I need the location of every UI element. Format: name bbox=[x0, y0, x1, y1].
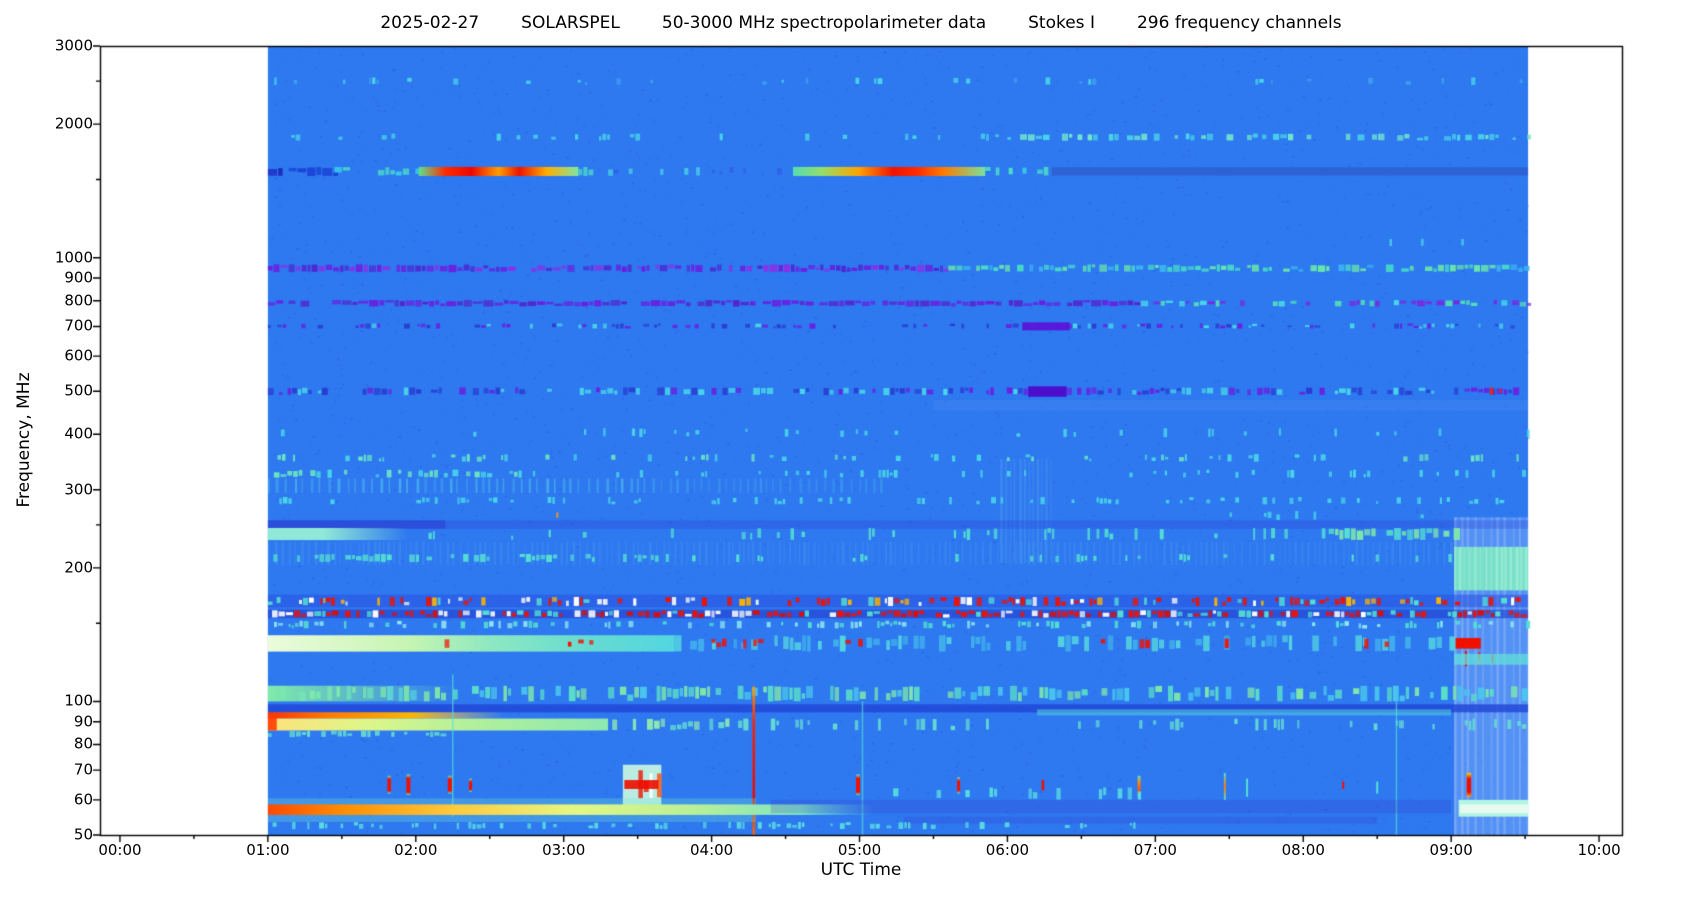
title-date: 2025-02-27 bbox=[380, 13, 480, 33]
title-description: 50-3000 MHz spectropolarimeter data bbox=[661, 13, 987, 33]
x-tick-label: 07:00 bbox=[1133, 841, 1177, 859]
y-tick-label: 300 bbox=[64, 480, 93, 499]
y-tick-label: 600 bbox=[64, 346, 93, 365]
title-stokes: Stokes I bbox=[1028, 13, 1095, 33]
y-tick-label: 60 bbox=[73, 790, 93, 809]
title-channels: 296 frequency channels bbox=[1136, 13, 1342, 33]
x-axis-label: UTC Time bbox=[820, 860, 902, 880]
x-tick-label: 09:00 bbox=[1429, 841, 1473, 859]
y-tick-label: 1000 bbox=[54, 248, 93, 267]
y-tick-label: 90 bbox=[73, 712, 93, 731]
y-tick-label: 400 bbox=[64, 424, 93, 443]
x-tick-label: 04:00 bbox=[689, 841, 734, 859]
x-tick-label: 02:00 bbox=[394, 841, 438, 859]
y-tick-label: 3000 bbox=[54, 36, 93, 55]
y-tick-label: 80 bbox=[73, 734, 93, 753]
x-tick-label: 06:00 bbox=[985, 841, 1030, 859]
x-tick-label: 08:00 bbox=[1281, 841, 1325, 859]
x-tick-label: 05:00 bbox=[837, 841, 882, 859]
title-instrument: SOLARSPEL bbox=[521, 13, 620, 33]
x-tick-label: 01:00 bbox=[246, 841, 290, 859]
x-tick-label: 00:00 bbox=[98, 841, 142, 859]
x-tick-label: 10:00 bbox=[1577, 841, 1621, 859]
y-tick-label: 50 bbox=[73, 825, 93, 844]
y-tick-label: 700 bbox=[64, 316, 93, 335]
y-tick-label: 900 bbox=[64, 268, 93, 287]
y-tick-label: 70 bbox=[73, 760, 93, 779]
y-tick-label: 100 bbox=[64, 691, 93, 710]
y-tick-label: 2000 bbox=[54, 114, 93, 133]
y-tick-label: 800 bbox=[64, 291, 93, 310]
y-tick-label: 500 bbox=[64, 381, 93, 400]
y-tick-label: 200 bbox=[64, 558, 93, 577]
x-tick-label: 03:00 bbox=[542, 841, 586, 859]
y-axis-label: Frequency, MHz bbox=[14, 372, 34, 508]
plot-title: 2025-02-27 SOLARSPEL 50-3000 MHz spectro… bbox=[100, 13, 1622, 33]
